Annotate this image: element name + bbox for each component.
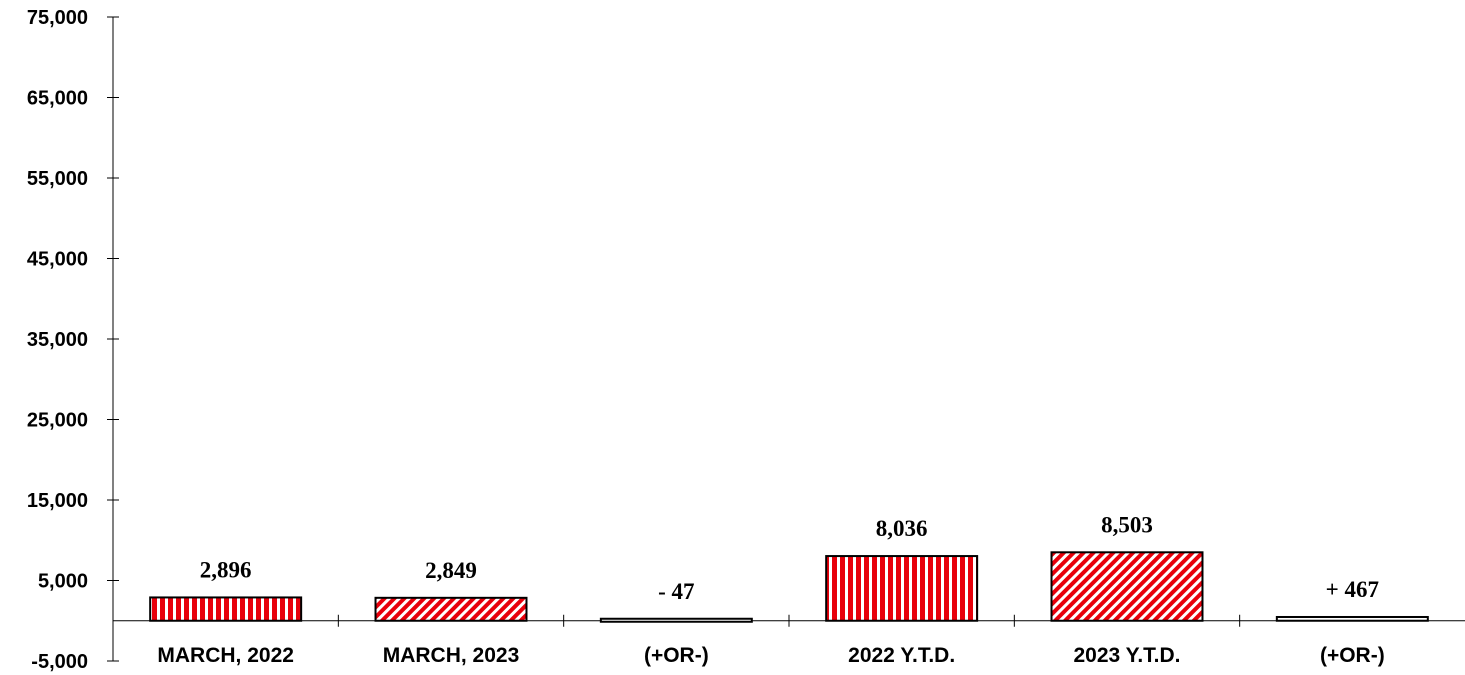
- y-tick-label: 15,000: [27, 490, 88, 512]
- data-label: 8,036: [876, 516, 928, 541]
- bar: [149, 596, 303, 622]
- bar: [1050, 551, 1204, 622]
- bar: [825, 555, 979, 622]
- data-label: 8,503: [1101, 512, 1153, 537]
- y-tick-label: 55,000: [27, 168, 88, 190]
- data-labels: 2,896 MARCH, 2022 2,849 MARCH, 2023 - 47 (+OR…: [157, 512, 1384, 667]
- x-tick-label: MARCH, 2022: [157, 644, 294, 667]
- y-tick-label: 35,000: [27, 329, 88, 351]
- data-label: + 467: [1326, 577, 1379, 602]
- bar: [374, 596, 528, 622]
- x-tick-label: 2022 Y.T.D.: [848, 644, 955, 667]
- bar: [1275, 615, 1429, 622]
- y-tick-label: -5,000: [31, 651, 88, 673]
- x-tick-label: 2023 Y.T.D.: [1073, 644, 1180, 667]
- y-tick-label: 75,000: [27, 7, 88, 29]
- data-label: 2,896: [200, 557, 252, 582]
- y-tick-label: 5,000: [38, 571, 88, 593]
- data-label: 2,849: [425, 558, 477, 583]
- y-tick-label: 25,000: [27, 410, 88, 432]
- axes: -5,000 5,000 15,000 25,000 35,000 45,000 55,00…: [27, 7, 1465, 673]
- bars: [149, 551, 1429, 623]
- x-tick-label: MARCH, 2023: [383, 644, 520, 667]
- x-tick-label: (+OR-): [1320, 644, 1385, 667]
- y-tick-label: 45,000: [27, 249, 88, 271]
- data-label: - 47: [658, 579, 694, 604]
- x-tick-label: (+OR-): [644, 644, 709, 667]
- y-tick-label: 65,000: [27, 88, 88, 110]
- bar: [599, 617, 753, 623]
